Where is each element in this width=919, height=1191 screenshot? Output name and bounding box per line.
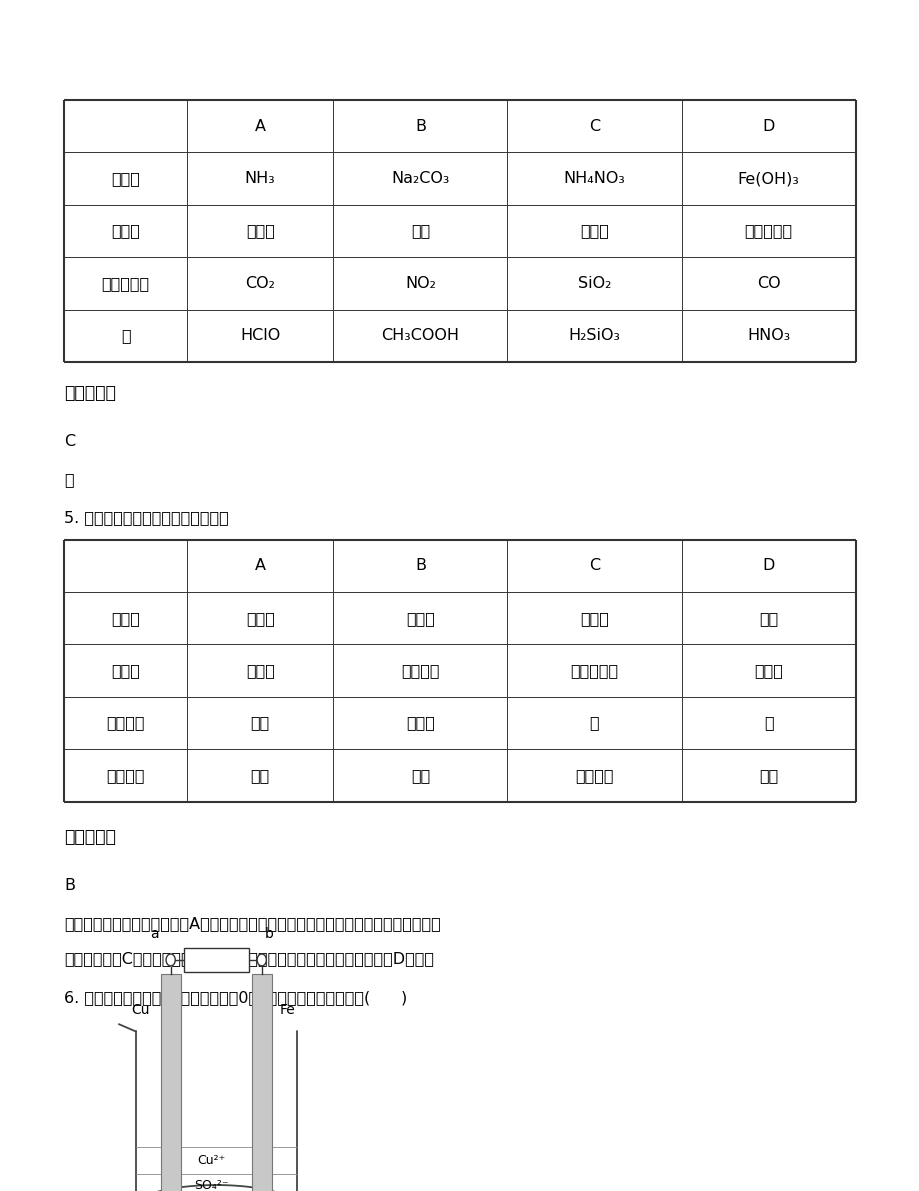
Bar bbox=[64, 540, 855, 802]
Text: 6. 某小组为研究电化学原理，设计如图0装置。下列叙述不正确的是(      ): 6. 某小组为研究电化学原理，设计如图0装置。下列叙述不正确的是( ) bbox=[64, 990, 407, 1005]
Text: CO: CO bbox=[756, 276, 779, 291]
Text: 电解质: 电解质 bbox=[111, 172, 140, 186]
Text: NH₄NO₃: NH₄NO₃ bbox=[563, 172, 625, 186]
Text: NH₃: NH₃ bbox=[244, 172, 276, 186]
Text: 氨: 氨 bbox=[589, 716, 598, 730]
Text: SiO₂: SiO₂ bbox=[577, 276, 610, 291]
Text: A: A bbox=[255, 559, 266, 573]
Text: 明矾: 明矾 bbox=[411, 224, 429, 238]
Text: B: B bbox=[64, 878, 75, 893]
Text: HClO: HClO bbox=[240, 329, 280, 343]
Text: 福尔马林: 福尔马林 bbox=[401, 663, 439, 678]
Text: 氟化氢: 氟化氢 bbox=[405, 716, 435, 730]
Bar bbox=[252, 974, 272, 1191]
Text: Na₂CO₃: Na₂CO₃ bbox=[391, 172, 449, 186]
Text: D: D bbox=[762, 559, 774, 573]
Text: 参考答案：: 参考答案： bbox=[64, 384, 116, 401]
Text: C: C bbox=[588, 559, 599, 573]
Circle shape bbox=[257, 954, 267, 966]
Bar bbox=[184, 948, 248, 972]
Text: 混合物: 混合物 bbox=[111, 224, 140, 238]
Text: 水: 水 bbox=[763, 716, 773, 730]
Text: 纯净物: 纯净物 bbox=[111, 611, 140, 625]
Text: 干冰: 干冰 bbox=[250, 768, 269, 782]
Text: 酸性氧化物: 酸性氧化物 bbox=[101, 276, 150, 291]
Text: B: B bbox=[414, 559, 425, 573]
Text: 5. 下列物质的分类组合正确的是（）: 5. 下列物质的分类组合正确的是（） bbox=[64, 510, 229, 525]
Text: a: a bbox=[150, 927, 158, 941]
Text: 混合物: 混合物 bbox=[111, 663, 140, 678]
Text: CH₃COOH: CH₃COOH bbox=[381, 329, 459, 343]
Text: Fe(OH)₃: Fe(OH)₃ bbox=[737, 172, 799, 186]
Text: C: C bbox=[64, 434, 75, 449]
Bar bbox=[64, 100, 855, 362]
Text: D: D bbox=[762, 119, 774, 133]
Text: 酸: 酸 bbox=[120, 329, 130, 343]
Text: 漂白粉: 漂白粉 bbox=[754, 663, 782, 678]
Text: B: B bbox=[414, 119, 425, 133]
Text: 氯气: 氯气 bbox=[758, 768, 777, 782]
Text: 弱电解质: 弱电解质 bbox=[107, 716, 145, 730]
Text: 冰水混合物: 冰水混合物 bbox=[570, 663, 618, 678]
Text: Fe: Fe bbox=[279, 1003, 295, 1017]
Text: 略: 略 bbox=[64, 472, 74, 487]
Text: C: C bbox=[588, 119, 599, 133]
Text: A: A bbox=[255, 119, 266, 133]
Text: HNO₃: HNO₃ bbox=[746, 329, 789, 343]
Text: 纯硫酸: 纯硫酸 bbox=[245, 611, 275, 625]
Text: 水玻璃: 水玻璃 bbox=[580, 611, 608, 625]
Circle shape bbox=[166, 954, 175, 966]
Text: 是纯净物，故C错误；漂白粉是氯化馒、次氯酸馒的混合物；氯气是单质，故D错误。: 是纯净物，故C错误；漂白粉是氯化馒、次氯酸馒的混合物；氯气是单质，故D错误。 bbox=[64, 952, 434, 967]
Text: 冰醒酸: 冰醒酸 bbox=[405, 611, 435, 625]
Text: CO₂: CO₂ bbox=[245, 276, 275, 291]
Text: 乙醇: 乙醇 bbox=[411, 768, 429, 782]
Bar bbox=[160, 974, 180, 1191]
Text: SO₄²⁻: SO₄²⁻ bbox=[194, 1179, 229, 1191]
Text: NO₂: NO₂ bbox=[404, 276, 436, 291]
Text: 冰水混合物: 冰水混合物 bbox=[743, 224, 792, 238]
Text: H₂SiO₃: H₂SiO₃ bbox=[568, 329, 619, 343]
Text: 参考答案：: 参考答案： bbox=[64, 828, 116, 846]
Text: 试题分析：氨水是混合物，故A错误；水玻璃是确酸销的水溶液属于混合物、冰水混合物: 试题分析：氨水是混合物，故A错误；水玻璃是确酸销的水溶液属于混合物、冰水混合物 bbox=[64, 916, 441, 931]
Text: Cu: Cu bbox=[130, 1003, 149, 1017]
Text: 三氧化硫: 三氧化硫 bbox=[574, 768, 613, 782]
Text: 非电解质: 非电解质 bbox=[107, 768, 145, 782]
Text: 漂白粉: 漂白粉 bbox=[245, 224, 275, 238]
Text: Cu²⁺: Cu²⁺ bbox=[198, 1154, 225, 1166]
Text: 水煮气: 水煮气 bbox=[245, 663, 275, 678]
Text: 氨水: 氨水 bbox=[250, 716, 269, 730]
Text: b: b bbox=[265, 927, 273, 941]
Text: 胆矾: 胆矾 bbox=[758, 611, 777, 625]
Text: 水玻璃: 水玻璃 bbox=[580, 224, 608, 238]
